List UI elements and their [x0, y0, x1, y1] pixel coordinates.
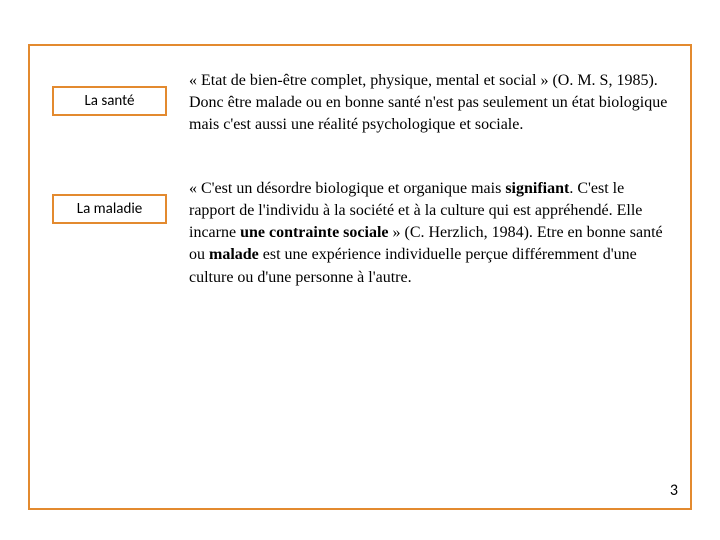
term-label-text: La santé — [84, 92, 134, 110]
term-label-text: La maladie — [77, 200, 142, 218]
entry-row: La santé « Etat de bien-être complet, ph… — [52, 70, 668, 136]
slide-frame: La santé « Etat de bien-être complet, ph… — [28, 44, 692, 510]
term-label-maladie: La maladie — [52, 194, 167, 224]
definition-sante: « Etat de bien-être complet, physique, m… — [167, 70, 668, 136]
entry-row: La maladie « C'est un désordre biologiqu… — [52, 178, 668, 288]
page-number: 3 — [670, 481, 678, 500]
term-label-sante: La santé — [52, 86, 167, 116]
definition-maladie: « C'est un désordre biologique et organi… — [167, 178, 668, 288]
